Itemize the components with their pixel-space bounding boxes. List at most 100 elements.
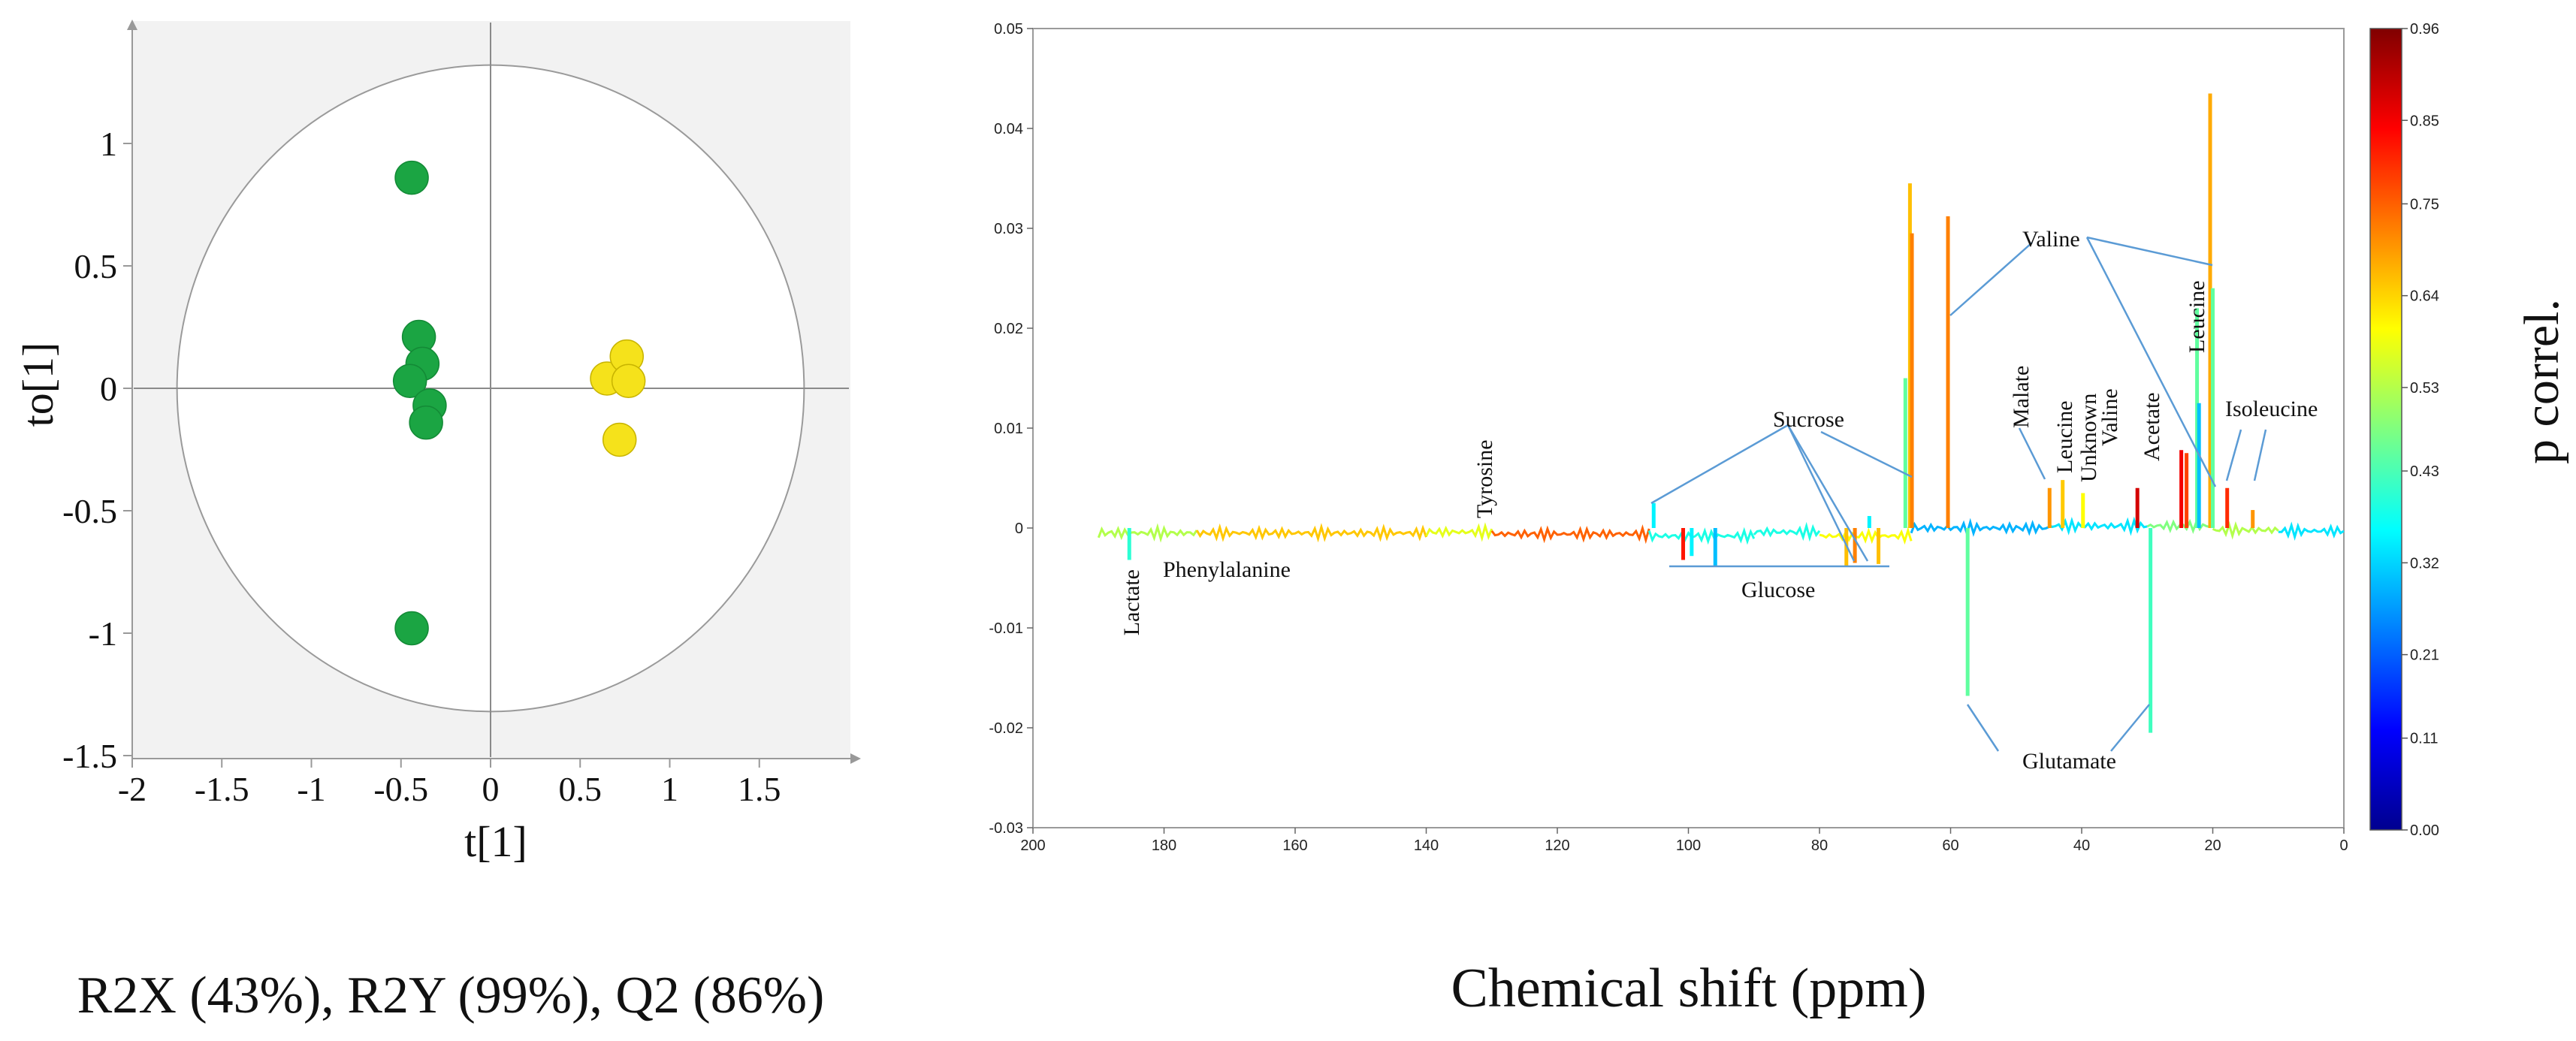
valine-leader-3 [2085, 237, 2217, 487]
glutamate-leader-1 [1966, 704, 2000, 752]
loadings-x-tick-label: 140 [1414, 837, 1439, 854]
colorbar-tick-label: 0.32 [2410, 555, 2439, 572]
loadings-y-ticks: 0.05 0.04 0.03 0.02 0.01 0 -0.01 -0.02 -0.03 [989, 21, 1033, 837]
loadings-x-tick-label: 160 [1282, 837, 1307, 854]
score-y-tick-label: 1 [100, 125, 117, 163]
score-y-ticks: 1 0.5 0 -0.5 -1 -1.5 [62, 125, 132, 775]
colorbar-tick-label: 0.96 [2410, 21, 2439, 38]
loadings-x-tick-label: 60 [1942, 837, 1958, 854]
score-point-group-1 [394, 160, 429, 195]
sucrose-leader-3 [1786, 424, 1869, 562]
colorbar-tick-label: 0.85 [2410, 113, 2439, 129]
isoleucine-leader-1 [2225, 429, 2242, 481]
spectrum-segment [1097, 523, 1198, 543]
loadings-plot: 200 180 160 140 120 100 80 60 40 20 0 0.050.040.03… [989, 21, 2569, 1019]
colorbar-ticks: 0.96 0.85 0.75 0.64 0.53 0.43 0.32 0.21 0.11 0.00 [2402, 21, 2439, 839]
spectrum-peaks [1127, 93, 2255, 733]
loadings-y-tick-label: 0.04 [994, 121, 1023, 137]
spectrum-segment [2212, 520, 2279, 540]
label-valine-2: Valine [2097, 388, 2122, 446]
score-x-tick-label: 0 [482, 770, 500, 808]
score-x-tick-label: 0.5 [559, 770, 602, 808]
score-x-tick-label: -1.5 [195, 770, 249, 808]
label-glucose: Glucose [1741, 578, 1815, 602]
score-x-tick-label: -2 [118, 770, 146, 808]
score-x-tick-label: -1 [297, 770, 325, 808]
score-y-tick-label: -0.5 [62, 492, 117, 530]
spectrum-segment [1425, 522, 1493, 542]
loadings-y-tick-label: -0.02 [989, 720, 1023, 737]
loadings-x-tick-label: 200 [1020, 837, 1045, 854]
loadings-x-ticks: 200 180 160 140 120 100 80 60 40 20 0 [1020, 828, 2348, 854]
loadings-x-tick-label: 180 [1152, 837, 1176, 854]
label-malate: Malate [2009, 366, 2034, 428]
label-unknown: Unknown [2076, 394, 2101, 482]
loadings-x-tick-label: 40 [2073, 837, 2090, 854]
loadings-x-axis-label: Chemical shift (ppm) [1451, 958, 1927, 1019]
sucrose-leader-2 [1786, 424, 1856, 562]
colorbar-tick-label: 0.21 [2410, 647, 2439, 664]
label-tyrosine: Tyrosine [1472, 439, 1497, 518]
colorbar-tick-label: 0.11 [2410, 731, 2438, 747]
label-valine: Valine [2022, 227, 2080, 252]
score-point-group-2 [611, 364, 646, 398]
score-y-tick-label: -1 [89, 614, 117, 653]
loadings-x-tick-label: 0 [2339, 837, 2348, 854]
valine-leader-1 [1949, 242, 2033, 316]
glutamate-leader-2 [2110, 704, 2150, 752]
malate-leader [2018, 427, 2046, 480]
label-phenylalanine: Phenylalanine [1163, 557, 1291, 582]
isoleucine-leader-2 [2253, 429, 2267, 481]
score-x-ticks: -2 -1.5 -1 -0.5 0 0.5 1 1.5 [118, 759, 781, 808]
score-y-axis-label: to[1] [14, 342, 62, 427]
spectrum-segment [1753, 521, 1821, 542]
valine-leader-2 [2086, 236, 2213, 267]
y-axis-arrow [127, 20, 137, 30]
label-sucrose: Sucrose [1773, 407, 1844, 432]
score-point-group-1 [409, 405, 443, 440]
label-leucine-1: Leucine [2052, 400, 2077, 473]
loadings-x-tick-label: 80 [1811, 837, 1828, 854]
score-x-axis-label: t[1] [464, 817, 527, 866]
loadings-y-tick-label: 0 [1015, 520, 1023, 537]
label-acetate: Acetate [2140, 392, 2164, 461]
score-x-tick-label: 1.5 [738, 770, 781, 808]
score-point-group-1 [392, 364, 427, 398]
spectrum-segment [1490, 524, 1650, 545]
loadings-y-tick-label: 0.03 [994, 221, 1023, 237]
colorbar-tick-label: 0.43 [2410, 463, 2439, 480]
score-x-tick-label: -0.5 [373, 770, 428, 808]
score-point-group-2 [602, 422, 637, 457]
label-glutamate: Glutamate [2022, 749, 2116, 774]
loadings-y-tick-label: 0.05 [994, 21, 1023, 38]
sucrose-leader-4 [1820, 430, 1913, 478]
label-isoleucine: Isoleucine [2225, 397, 2318, 421]
score-y-tick-label: 0.5 [74, 247, 118, 285]
loadings-x-tick-label: 100 [1676, 837, 1701, 854]
sucrose-leader-1 [1650, 424, 1789, 505]
loadings-frame [1032, 28, 2345, 828]
label-leucine-2: Leucine [2185, 280, 2209, 353]
colorbar-label: p correl. [2514, 299, 2569, 464]
spectrum-segment [1195, 523, 1427, 543]
loadings-y-tick-label: -0.01 [989, 620, 1023, 637]
spectrum-segment [1647, 527, 1756, 545]
loadings-y-tick-label: 0.02 [994, 321, 1023, 337]
score-x-tick-label: 1 [661, 770, 678, 808]
annotation-labels: Lactate Phenylalanine Tyrosine Sucrose G… [1119, 227, 2318, 774]
colorbar-tick-label: 0.00 [2410, 822, 2439, 839]
annotation-leaders [1650, 236, 2267, 752]
spectrum-segment [1910, 517, 2049, 538]
label-lactate: Lactate [1119, 569, 1144, 635]
spectrum-segment [2048, 516, 2148, 536]
score-points [392, 160, 646, 646]
spectrum-segment [2278, 521, 2345, 542]
model-statistics-caption: R2X (43%), R2Y (99%), Q2 (86%) [77, 967, 825, 1024]
colorbar-tick-label: 0.64 [2410, 288, 2439, 305]
x-axis-arrow [850, 753, 861, 764]
score-y-tick-label: -1.5 [62, 737, 117, 775]
loadings-x-tick-label: 120 [1545, 837, 1569, 854]
score-point-group-1 [394, 611, 429, 646]
loadings-x-tick-label: 20 [2204, 837, 2221, 854]
